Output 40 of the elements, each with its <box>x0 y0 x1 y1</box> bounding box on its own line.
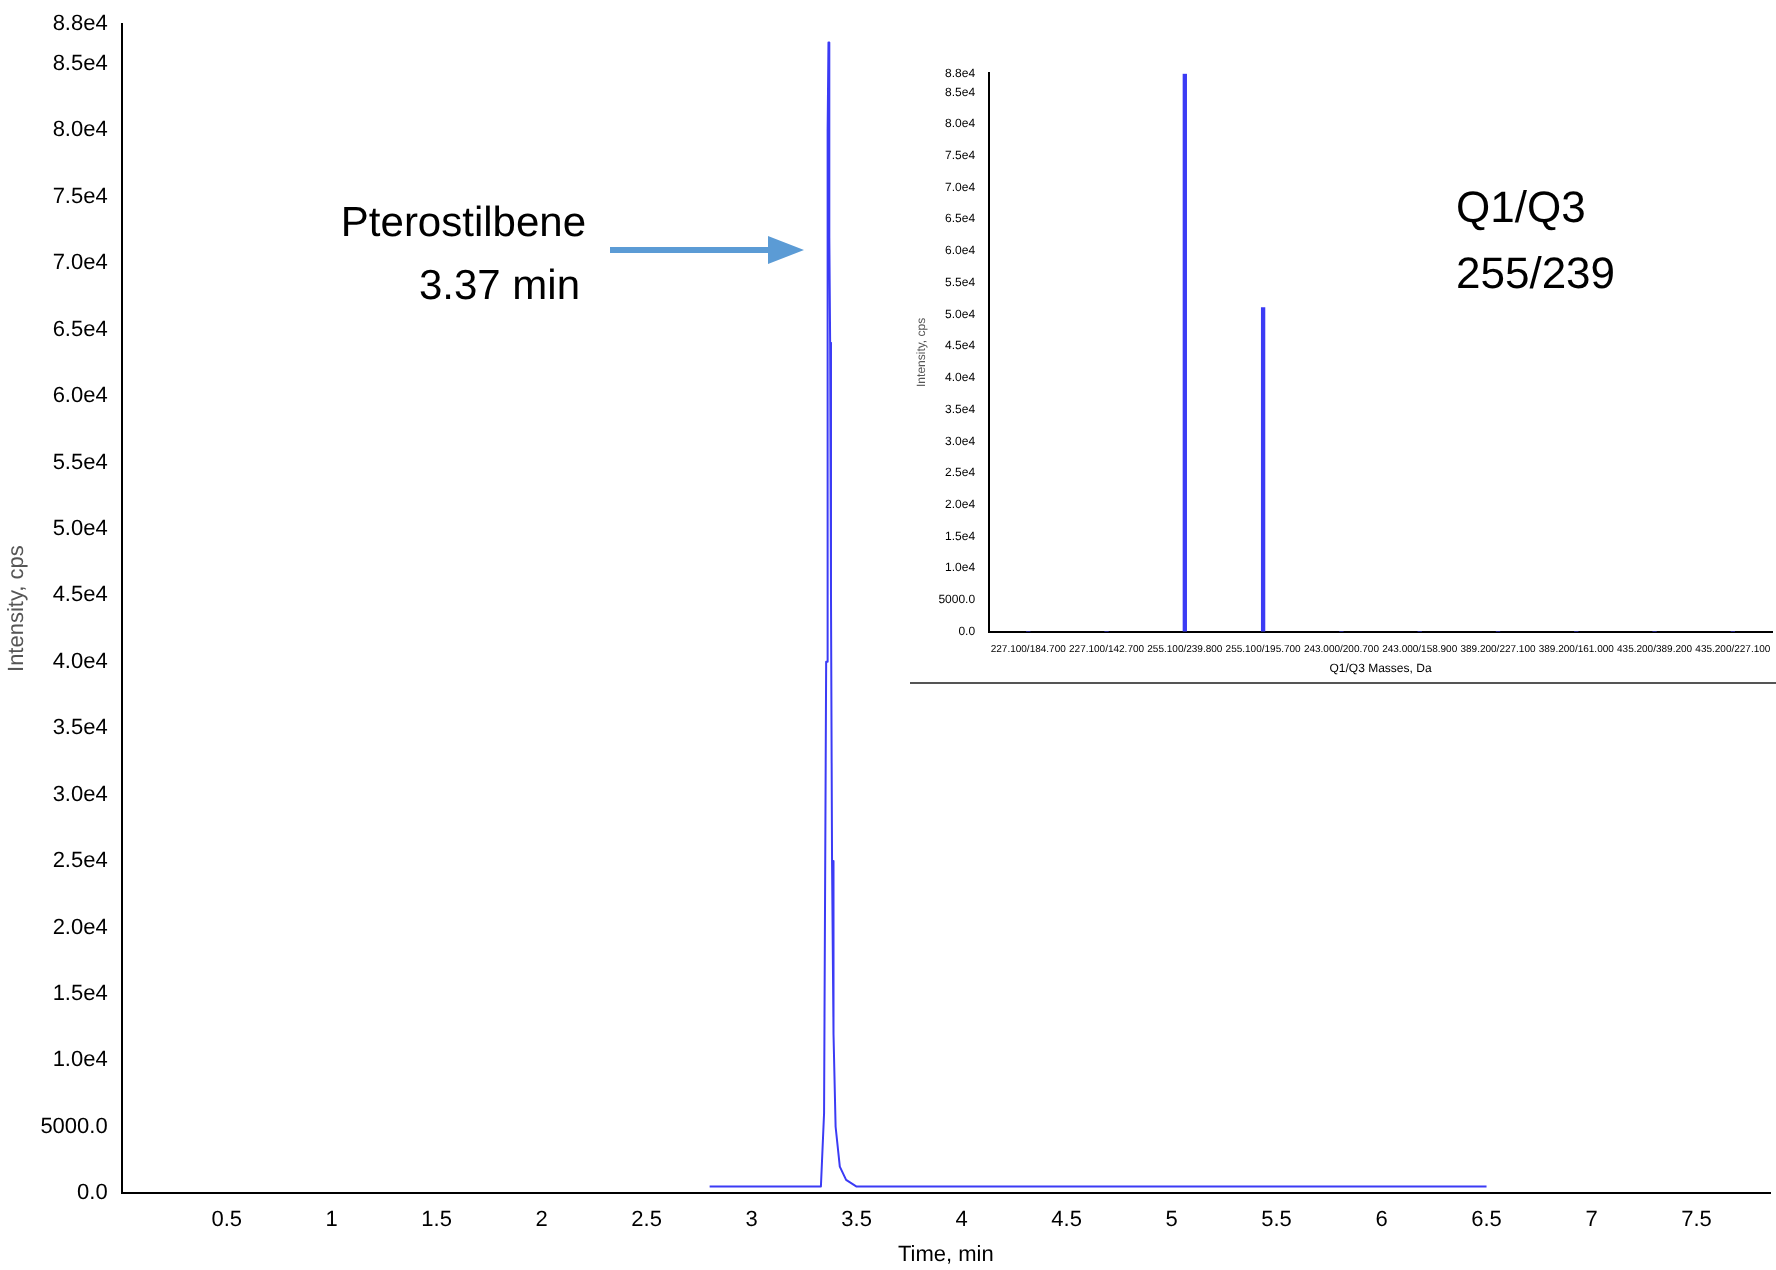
x-axis-title: Time, min <box>897 1242 994 1267</box>
x-tick-label: 7.5 <box>1681 1208 1712 1233</box>
y-tick-label: 7.0e4 <box>52 251 108 276</box>
y-tick-label: 6.0e4 <box>52 384 108 409</box>
y-tick-label: 5.5e4 <box>52 450 108 475</box>
x-tick-label: 2 <box>535 1208 548 1233</box>
x-tick-label: 1 <box>325 1208 338 1233</box>
y-tick-label: 8.0e4 <box>52 118 108 143</box>
x-tick-label: 4 <box>955 1208 968 1233</box>
y-tick-label: 0.0 <box>77 1181 108 1206</box>
x-tick-label: 5 <box>1165 1208 1178 1233</box>
y-tick-label: 6.5e4 <box>52 317 108 342</box>
y-tick-label: 8.8e4 <box>52 12 108 37</box>
x-tick-label: 7 <box>1585 1208 1598 1233</box>
annotation: Pterostilbene 3.37 min <box>340 199 586 309</box>
y-tick-label: 5000.0 <box>40 1114 108 1139</box>
y-tick-label: 2.0e4 <box>52 915 108 940</box>
x-tick-label: 6.5 <box>1471 1208 1502 1233</box>
x-tick-label: 6 <box>1375 1208 1388 1233</box>
y-tick-label: 4.5e4 <box>52 583 108 608</box>
y-tick-label: 5.0e4 <box>52 516 108 541</box>
bar <box>1182 73 1187 632</box>
x-tick-label: 3.5 <box>841 1208 872 1233</box>
x-tick-label: 4.5 <box>1051 1208 1082 1233</box>
y-tick-label: 1.0e4 <box>52 1048 108 1073</box>
y-tick-label: 3.0e4 <box>52 782 108 807</box>
y-tick-label: 8.5e4 <box>52 51 108 76</box>
x-tick-label: 2.5 <box>631 1208 662 1233</box>
y-tick-label: 4.0e4 <box>52 649 108 674</box>
y-tick-label: 3.5e4 <box>52 716 108 741</box>
y-tick-label: 2.5e4 <box>52 849 108 874</box>
y-tick-label: 7.5e4 <box>52 184 108 209</box>
x-tick-label: 0.5 <box>211 1208 242 1233</box>
annotation: Q1/Q3 255/239 <box>1456 182 1616 299</box>
x-tick-label: 5.5 <box>1261 1208 1292 1233</box>
x-tick-label: 1.5 <box>421 1208 452 1233</box>
y-tick-label: 1.5e4 <box>52 981 108 1006</box>
x-tick-label: 3 <box>745 1208 758 1233</box>
bar <box>1260 307 1266 632</box>
y-axis-title: Intensity, cps <box>5 544 30 672</box>
